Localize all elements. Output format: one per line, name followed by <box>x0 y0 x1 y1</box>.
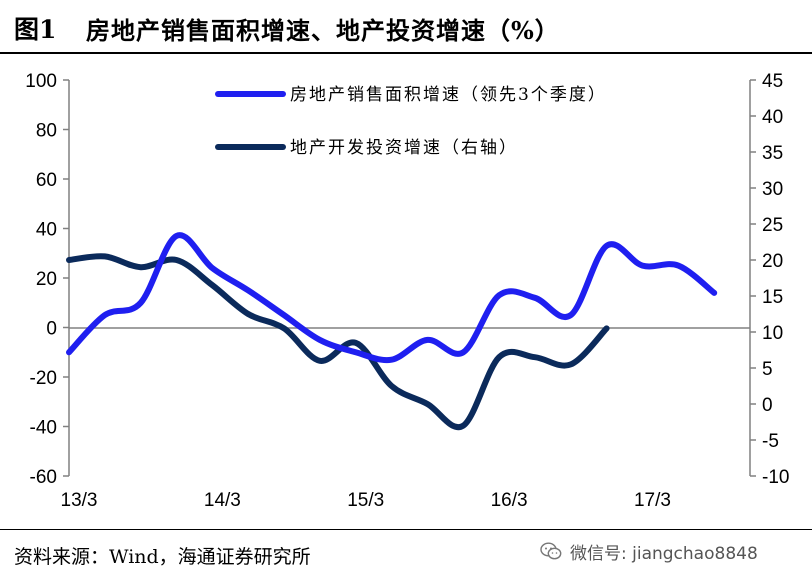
watermark-text: 微信号: jiangchao8848 <box>570 543 758 564</box>
x-tick-label: 14/3 <box>204 490 241 511</box>
left-tick-label: -40 <box>30 418 57 439</box>
figure-label: 图1 <box>14 15 57 44</box>
x-axis: 13/3 14/3 15/3 16/3 17/3 <box>61 490 671 511</box>
right-tick-label: 40 <box>762 107 783 128</box>
legend: 房地产销售面积增速（领先3个季度） 地产开发投资增速（右轴） <box>215 85 607 158</box>
right-tick-label: 15 <box>762 287 783 308</box>
footer-divider <box>0 529 812 530</box>
right-tick-label: -10 <box>762 467 789 488</box>
right-tick-label: 0 <box>762 395 773 416</box>
source-note: 资料来源：Wind，海通证券研究所 <box>14 546 311 568</box>
line-chart: 100 80 60 40 20 0 -20 -40 -60 45 40 35 30 25 20 15 10 5 0… <box>25 71 789 511</box>
watermark: 微信号: jiangchao8848 <box>540 538 758 564</box>
legend-label-investment: 地产开发投资增速（右轴） <box>290 138 518 158</box>
left-tick-label: 20 <box>36 269 57 290</box>
right-tick-label: 30 <box>762 179 783 200</box>
right-y-axis: 45 40 35 30 25 20 15 10 5 0 -5 -10 <box>750 71 789 488</box>
right-tick-label: 45 <box>762 71 783 92</box>
left-tick-label: 60 <box>36 170 57 191</box>
left-tick-label: 0 <box>46 319 57 340</box>
right-tick-label: 10 <box>762 323 783 344</box>
right-tick-label: 5 <box>762 359 773 380</box>
right-tick-label: 25 <box>762 215 783 236</box>
x-tick-label: 13/3 <box>61 490 98 511</box>
x-tick-label: 16/3 <box>491 490 528 511</box>
figure-title: 房地产销售面积增速、地产投资增速（%） <box>86 16 560 45</box>
right-tick-label: 35 <box>762 143 783 164</box>
series-layer <box>66 232 718 431</box>
title-divider <box>0 52 812 54</box>
left-tick-label: 80 <box>36 121 57 142</box>
legend-label-sales: 房地产销售面积增速（领先3个季度） <box>290 85 607 105</box>
left-tick-label: -60 <box>30 467 57 488</box>
left-tick-label: -20 <box>30 368 57 389</box>
right-tick-label: 20 <box>762 251 783 272</box>
left-tick-label: 40 <box>36 220 57 241</box>
x-tick-label: 15/3 <box>347 490 384 511</box>
x-tick-label: 17/3 <box>634 490 671 511</box>
left-y-axis: 100 80 60 40 20 0 -20 -40 -60 <box>25 71 69 488</box>
right-tick-label: -5 <box>762 431 779 452</box>
title-bar: 图1 房地产销售面积增速、地产投资增速（%） <box>0 0 812 52</box>
wechat-icon <box>540 542 562 560</box>
sales-area-growth-line <box>66 232 718 364</box>
left-tick-label: 100 <box>25 71 57 92</box>
